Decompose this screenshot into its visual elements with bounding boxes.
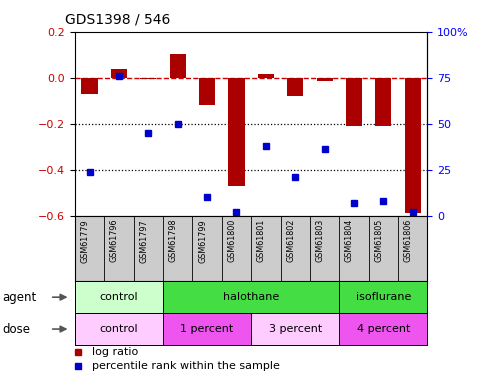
Text: GSM61796: GSM61796 — [110, 219, 119, 262]
Bar — [346, 78, 362, 126]
Text: 1 percent: 1 percent — [181, 324, 234, 334]
Text: control: control — [99, 292, 138, 302]
Text: GSM61803: GSM61803 — [315, 219, 325, 262]
Bar — [163, 313, 251, 345]
Bar — [287, 78, 303, 96]
Text: percentile rank within the sample: percentile rank within the sample — [92, 361, 280, 371]
Text: GSM61806: GSM61806 — [404, 219, 413, 262]
Bar — [339, 281, 427, 313]
Bar — [111, 69, 127, 78]
Text: isoflurane: isoflurane — [355, 292, 411, 302]
Bar — [140, 78, 156, 79]
Text: GSM61801: GSM61801 — [257, 219, 266, 262]
Text: GSM61802: GSM61802 — [286, 219, 295, 262]
Bar — [75, 313, 163, 345]
Text: control: control — [99, 324, 138, 334]
Bar — [75, 281, 163, 313]
Text: agent: agent — [2, 291, 37, 304]
Text: halothane: halothane — [223, 292, 279, 302]
Text: GSM61805: GSM61805 — [374, 219, 384, 262]
Text: 4 percent: 4 percent — [356, 324, 410, 334]
Bar — [316, 78, 333, 81]
Text: GSM61799: GSM61799 — [198, 219, 207, 262]
Bar — [375, 78, 391, 126]
Text: GSM61800: GSM61800 — [227, 219, 237, 262]
Bar — [339, 313, 427, 345]
Text: 3 percent: 3 percent — [269, 324, 322, 334]
Bar — [199, 78, 215, 105]
Bar — [258, 74, 274, 78]
Text: GSM61804: GSM61804 — [345, 219, 354, 262]
Bar — [170, 54, 186, 78]
Text: GDS1398 / 546: GDS1398 / 546 — [65, 12, 170, 26]
Bar — [82, 78, 98, 94]
Bar — [405, 78, 421, 213]
Text: dose: dose — [2, 322, 30, 336]
Text: GSM61797: GSM61797 — [139, 219, 148, 262]
Text: GSM61798: GSM61798 — [169, 219, 178, 262]
Bar — [228, 78, 244, 186]
Text: log ratio: log ratio — [92, 347, 139, 357]
Text: GSM61779: GSM61779 — [81, 219, 89, 262]
Bar — [163, 281, 339, 313]
Bar — [251, 313, 339, 345]
